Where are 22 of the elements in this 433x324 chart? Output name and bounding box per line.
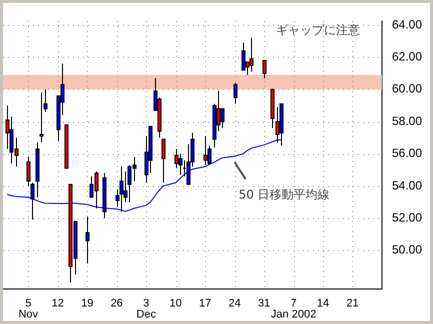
y-tick-label: 50.00 [392,242,422,257]
y-tick-label: 62.00 [392,50,422,64]
x-tick-label: 5 Nov [18,298,39,321]
y-tick-label: 56.00 [392,146,422,160]
text: 50 日移動平均線 [238,187,330,202]
y-tick-label: 60.00 [392,82,422,96]
y-tick-label: 58.00 [392,114,422,128]
x-tick-label: 21 [346,298,359,310]
x-tick-label: 7 Jan 2002 [270,298,316,321]
x-tick-label: 24 [228,298,241,310]
y-tick-label: 52.00 [392,210,422,224]
x-tick-label: 14 [316,298,330,310]
x-tick-label: 26 [110,298,123,310]
x-tick-label: 10 [170,298,182,310]
annotation: ギャップに注意 [276,23,360,38]
x-tick-label: 17 [198,298,212,310]
y-tick-label: 64.00 [392,17,422,32]
x-tick-label: 3 Dec [136,298,156,321]
x-tick-label: 31 [258,298,270,310]
x-tick-label: 12 [52,298,64,310]
x-tick-label: 19 [81,298,94,310]
y-tick-label: 54.00 [392,178,422,192]
